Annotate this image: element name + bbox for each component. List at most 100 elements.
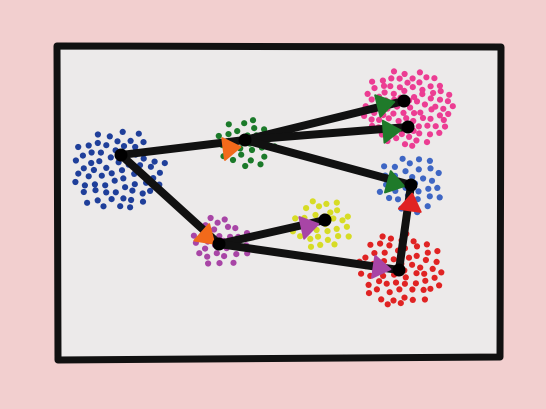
cluster-dot <box>307 235 314 242</box>
cluster-dot <box>251 125 258 132</box>
cluster-dot <box>409 142 416 149</box>
cluster-dot <box>381 163 388 170</box>
arrowhead-navy-to-darkgreen <box>221 137 242 161</box>
cluster-dot <box>402 274 409 281</box>
cluster-dot <box>242 162 249 170</box>
cluster-dot <box>343 223 350 230</box>
cluster-dot <box>381 89 388 96</box>
cluster-dot <box>409 261 416 268</box>
cluster-dot <box>431 75 438 82</box>
cluster-dot <box>430 89 437 97</box>
cluster-dot <box>122 184 129 191</box>
cluster-dot <box>97 149 104 156</box>
cluster-dot <box>426 157 433 164</box>
cluster-dot <box>386 194 393 202</box>
cluster-dot <box>330 215 337 222</box>
cluster-dot <box>327 209 334 216</box>
cluster-dot <box>80 165 87 172</box>
cluster-dot <box>427 165 434 172</box>
cluster-dot <box>401 294 408 301</box>
cluster-dot <box>411 94 418 101</box>
cluster-dot <box>417 264 424 271</box>
cluster-dot <box>422 256 429 264</box>
cluster-dot <box>376 116 383 123</box>
cluster-dot <box>98 172 105 179</box>
cluster-dot <box>339 217 346 224</box>
cluster-dot <box>221 253 228 260</box>
cluster-dot <box>425 185 432 192</box>
cluster-dot <box>386 289 393 296</box>
cluster-dot <box>391 163 398 170</box>
cluster-dot <box>151 158 158 165</box>
cluster-dot <box>81 182 88 189</box>
edges <box>117 97 415 274</box>
arrowhead-purple-to-yellow <box>298 216 320 240</box>
cluster-dot <box>127 137 134 144</box>
cluster-dot <box>207 214 214 222</box>
node-center <box>238 133 252 147</box>
cluster-dot <box>392 279 400 286</box>
cluster-dot <box>331 241 338 248</box>
cluster-dot <box>424 122 431 129</box>
node-centers <box>114 94 418 277</box>
cluster-dot <box>390 68 398 75</box>
cluster-dot <box>398 131 405 138</box>
cluster-dot <box>396 286 403 293</box>
cluster-dot <box>118 167 126 174</box>
cluster-dot <box>94 131 101 138</box>
cluster-dot <box>419 114 427 122</box>
cluster-dot <box>367 241 374 248</box>
cluster-dot <box>100 203 107 210</box>
cluster-dot <box>422 277 429 284</box>
cluster-dot <box>419 86 426 93</box>
cluster-dot <box>114 138 121 145</box>
cluster-dot <box>214 219 221 226</box>
cluster-dot <box>401 70 408 78</box>
cluster-dot <box>387 235 394 242</box>
cluster-dot <box>415 188 422 195</box>
cluster-dot <box>315 203 323 210</box>
cluster-dot <box>420 175 427 182</box>
node-center <box>397 94 411 108</box>
cluster-dot <box>390 256 397 263</box>
cluster-dot <box>424 203 431 210</box>
cluster-dot <box>436 82 443 89</box>
cluster-dot <box>132 143 139 151</box>
cluster-dot <box>323 200 330 207</box>
cluster-dot <box>415 156 423 163</box>
cluster-dot <box>307 243 315 250</box>
cluster-dot <box>379 233 386 240</box>
cluster-dot <box>365 281 372 288</box>
cluster-dot <box>416 130 423 137</box>
cluster-dot <box>119 128 126 135</box>
cluster-dot <box>431 274 438 281</box>
cluster-dot <box>432 103 439 110</box>
cluster-dot <box>390 90 397 97</box>
cluster-dot <box>429 265 436 272</box>
cluster-dot <box>386 242 393 249</box>
edge-darkgreen-to-pink <box>241 123 412 144</box>
cluster-dot <box>378 296 385 303</box>
cluster-dot <box>79 152 86 159</box>
cluster-dot <box>440 116 447 124</box>
cluster-dot <box>85 173 92 180</box>
cluster-dot <box>406 160 413 167</box>
cluster-dot <box>238 151 245 158</box>
cluster-dot <box>234 128 241 135</box>
cluster-dot <box>396 75 403 82</box>
cluster-dot <box>365 290 373 297</box>
cluster-dot <box>90 166 97 174</box>
cluster-dot <box>434 184 441 191</box>
cluster-dot <box>232 225 239 232</box>
cluster-dot <box>204 253 211 260</box>
cluster-dot <box>127 204 134 211</box>
edge-darkgreen-to-lightblue <box>241 136 415 189</box>
cluster-dot <box>297 233 304 240</box>
cluster-dot <box>111 177 118 184</box>
cluster-dot <box>436 282 443 289</box>
cluster-dot <box>261 153 268 160</box>
cluster-dot <box>427 95 434 102</box>
cluster-dot <box>128 196 135 204</box>
cluster-dot <box>409 296 416 303</box>
